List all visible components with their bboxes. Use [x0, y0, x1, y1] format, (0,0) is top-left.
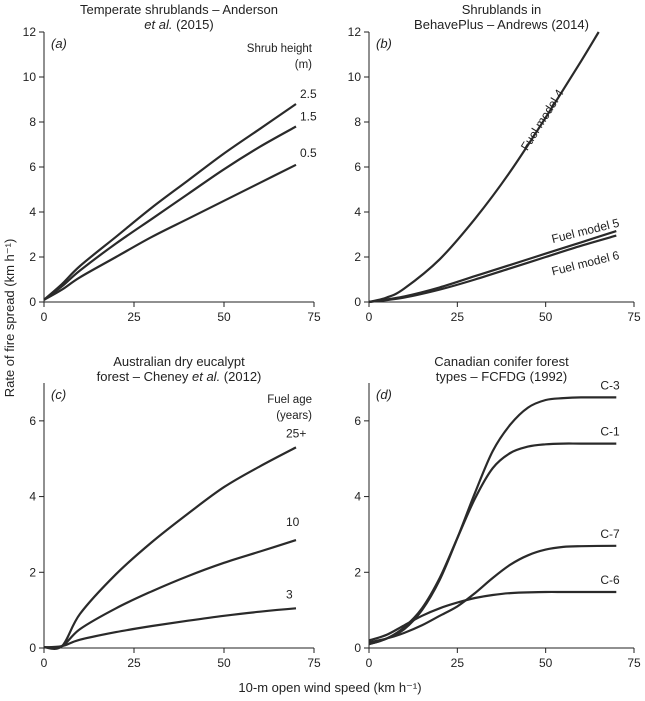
series-label: 10	[286, 515, 300, 529]
series-line-c-1	[368, 442, 617, 646]
x-tick-label: 50	[217, 310, 231, 324]
y-axis-label: Rate of fire spread (km h⁻¹)	[2, 239, 17, 398]
x-tick-label: 75	[307, 310, 321, 324]
y-tick-label: 6	[354, 414, 361, 428]
y-tick-label: 2	[29, 250, 36, 264]
y-tick-label: 2	[354, 250, 361, 264]
series-line-3	[43, 607, 297, 649]
panel-a: 0 2 4 6 8 10 12 0 25 50 75 (a) Temperate shrublands …	[23, 2, 321, 324]
y-tick-label: 12	[23, 25, 37, 39]
y-tick-label: 0	[354, 295, 361, 309]
x-tick-label: 25	[127, 310, 141, 324]
legend-title: Shrub height	[247, 43, 313, 55]
x-tick-label: 50	[539, 310, 553, 324]
series-label: Fuel model 4	[518, 86, 567, 153]
panel-title-line: forest – Cheney et al. (2012)	[97, 369, 262, 384]
x-tick-label: 25	[451, 310, 465, 324]
x-tick-label: 25	[451, 656, 465, 670]
panel-title-line: Canadian conifer forest	[434, 354, 569, 369]
y-tick-label: 2	[354, 565, 361, 579]
panel-label: (b)	[376, 36, 392, 51]
series-label: 1.5	[300, 110, 317, 124]
y-tick-label: 10	[23, 70, 37, 84]
series-line-fuel-model-6	[368, 234, 617, 304]
series-label: C-3	[600, 378, 620, 392]
x-tick-label: 25	[127, 656, 141, 670]
panel-title-line: Temperate shrublands – Anderson	[80, 2, 278, 17]
y-tick-label: 0	[29, 641, 36, 655]
y-tick-label: 10	[348, 70, 362, 84]
y-tick-label: 0	[354, 641, 361, 655]
y-tick-label: 2	[29, 565, 36, 579]
panel-b: 0 2 4 6 8 10 12 0 25 50 75 (b) Shrublands inBehavePl…	[348, 2, 641, 324]
legend-title: (m)	[295, 59, 312, 71]
series-label: C-7	[600, 527, 620, 541]
y-tick-label: 6	[354, 160, 361, 174]
panel-label: (a)	[51, 36, 67, 51]
x-tick-label: 50	[539, 656, 553, 670]
x-tick-label: 75	[627, 310, 641, 324]
x-tick-label: 50	[217, 656, 231, 670]
series-label: 2.5	[300, 87, 317, 101]
series-line-c-6	[368, 590, 617, 642]
x-tick-label: 0	[366, 310, 373, 324]
legend-title: (years)	[276, 410, 312, 422]
series-label: C-1	[600, 425, 620, 439]
series-line-c-3	[368, 396, 617, 646]
panel-title-line: BehavePlus – Andrews (2014)	[414, 17, 589, 32]
series-line-10	[43, 539, 297, 649]
y-tick-label: 12	[348, 25, 362, 39]
x-tick-label: 0	[41, 310, 48, 324]
series-line-fuel-model-4	[368, 31, 600, 304]
panel-label: (d)	[376, 387, 392, 402]
legend-title: Fuel age	[267, 394, 312, 406]
series-label: 25+	[286, 426, 306, 440]
series-label: C-6	[600, 573, 620, 587]
panel-c: 0 2 4 6 0 25 50 75 (c) Australian dry eucalyptfor…	[29, 354, 321, 670]
y-tick-label: 6	[29, 160, 36, 174]
series-line-25-	[43, 446, 297, 650]
x-tick-label: 0	[366, 656, 373, 670]
series-line-c-7	[368, 544, 617, 644]
y-tick-label: 8	[354, 115, 361, 129]
y-tick-label: 4	[354, 490, 361, 504]
panel-title-line: types – FCFDG (1992)	[436, 369, 568, 384]
panel-label: (c)	[51, 387, 66, 402]
x-tick-label: 75	[307, 656, 321, 670]
panel-d: 0 2 4 6 0 25 50 75 (d) Canadian conifer foresttyp…	[354, 354, 641, 670]
y-tick-label: 6	[29, 414, 36, 428]
y-tick-label: 4	[29, 490, 36, 504]
series-line-fuel-model-5	[368, 230, 617, 304]
y-tick-label: 4	[354, 205, 361, 219]
panel-title-line: et al. (2015)	[144, 17, 213, 32]
panel-title-line: Australian dry eucalypt	[113, 354, 245, 369]
x-axis-label: 10-m open wind speed (km h⁻¹)	[238, 680, 421, 695]
y-tick-label: 0	[29, 295, 36, 309]
x-tick-label: 0	[41, 656, 48, 670]
series-label: 3	[286, 587, 293, 601]
y-tick-label: 8	[29, 115, 36, 129]
x-tick-label: 75	[627, 656, 641, 670]
y-tick-label: 4	[29, 205, 36, 219]
series-line-1-5	[43, 125, 297, 301]
panel-title-line: Shrublands in	[462, 2, 542, 17]
series-line-0-5	[43, 163, 297, 301]
series-label: 0.5	[300, 146, 317, 160]
series-line-2-5	[43, 103, 297, 301]
